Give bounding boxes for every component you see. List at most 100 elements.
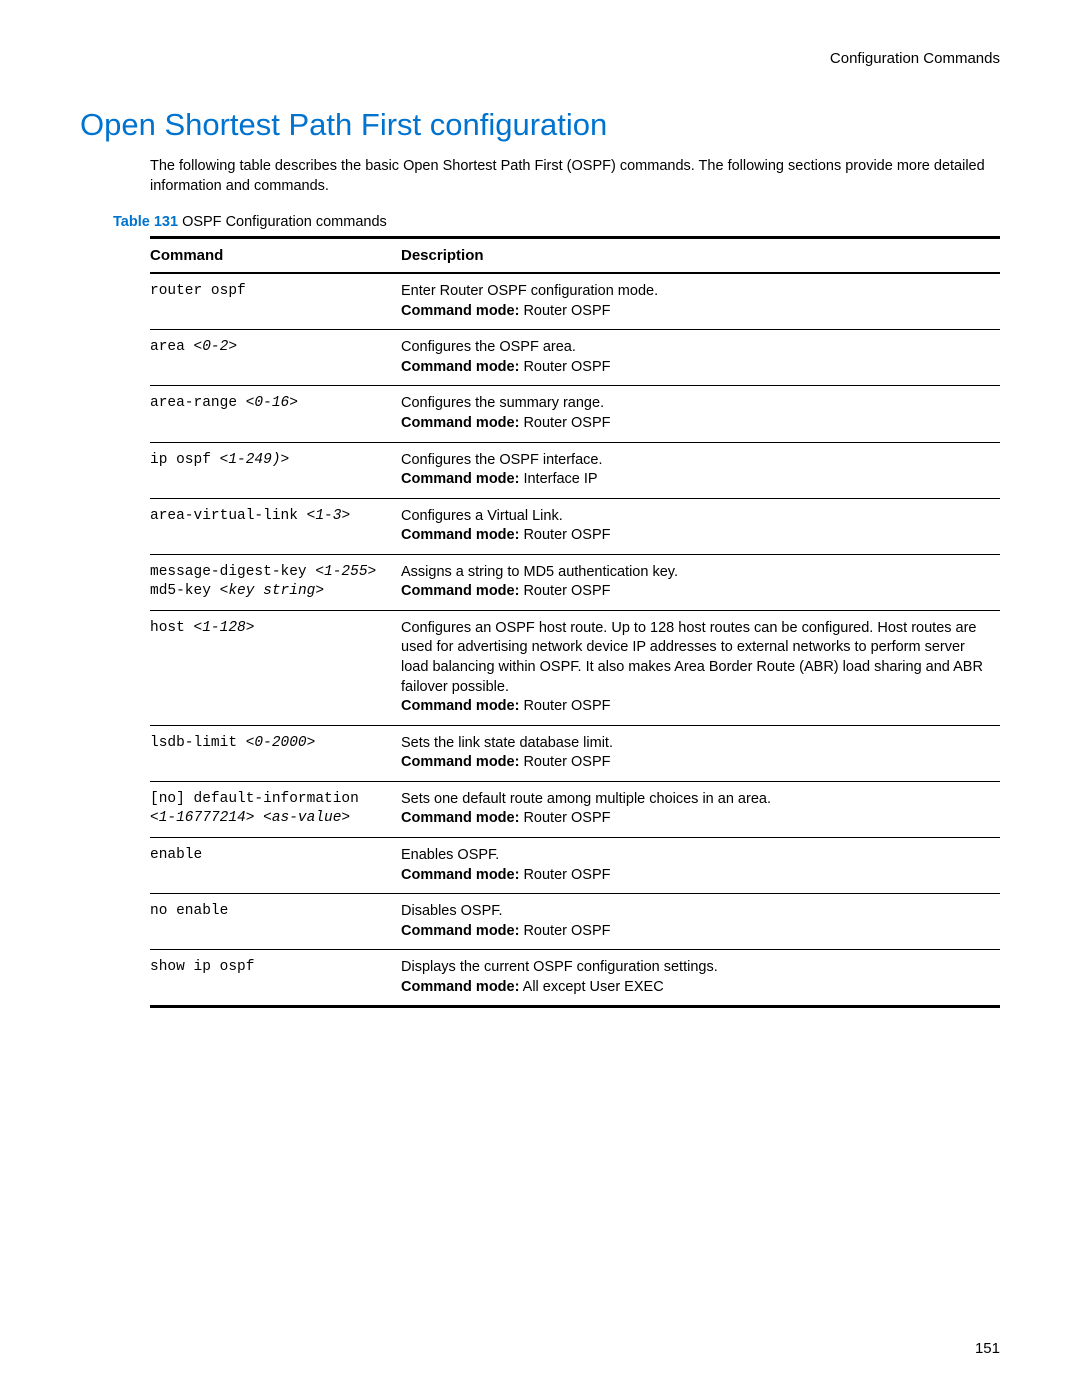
command-text: lsdb-limit [150,735,246,751]
command-text: area [150,339,194,355]
description-text: Enables OSPF. [401,846,994,866]
command-text: no enable [150,903,228,919]
command-arg: <0-2> [194,339,238,355]
description-cell: Disables OSPF.Command mode: Router OSPF [401,894,1000,950]
command-cell: show ip ospf [150,950,401,1007]
description-cell: Configures the OSPF area.Command mode: R… [401,330,1000,386]
command-mode-label: Command mode: [401,810,519,826]
command-arg: <1-128> [194,620,255,636]
command-mode-value: Router OSPF [519,867,610,883]
command-mode-line: Command mode: Router OSPF [401,526,994,546]
description-cell: Assigns a string to MD5 authentication k… [401,554,1000,610]
description-text: Sets the link state database limit. [401,734,994,754]
command-mode-line: Command mode: Router OSPF [401,922,994,942]
page-number: 151 [975,1340,1000,1357]
table-row: area-virtual-link <1-3> Configures a Virt… [150,498,1000,554]
command-cell: message-digest-key <1-255> md5-key <key … [150,554,401,610]
command-cell: area <0-2> [150,330,401,386]
command-arg: <1-255> [315,564,376,580]
description-cell: Enables OSPF.Command mode: Router OSPF [401,837,1000,893]
command-arg: <1-249)> [220,452,290,468]
table-row: ip ospf <1-249)>Configures the OSPF inte… [150,442,1000,498]
table-row: no enable Disables OSPF.Command mode: Rou… [150,894,1000,950]
command-text: md5-key [150,583,220,599]
command-cell: [no] default-information <1-16777214> <a… [150,781,401,837]
command-mode-line: Command mode: Router OSPF [401,358,994,378]
description-cell: Sets the link state database limit.Comma… [401,725,1000,781]
command-mode-label: Command mode: [401,359,519,375]
description-text: Assigns a string to MD5 authentication k… [401,563,994,583]
command-text: area-range [150,395,246,411]
page-container: Configuration Commands Open Shortest Pat… [0,0,1080,1397]
command-mode-label: Command mode: [401,754,519,770]
command-mode-label: Command mode: [401,471,519,487]
table-row: message-digest-key <1-255> md5-key <key … [150,554,1000,610]
command-cell: lsdb-limit <0-2000> [150,725,401,781]
command-mode-label: Command mode: [401,979,519,995]
description-text: Configures the OSPF interface. [401,451,994,471]
command-mode-value: Router OSPF [519,415,610,431]
command-mode-value: Router OSPF [519,527,610,543]
table-row: host <1-128>Configures an OSPF host rout… [150,610,1000,725]
command-text: message-digest-key [150,564,315,580]
description-text: Configures a Virtual Link. [401,507,994,527]
command-cell: area-range <0-16> [150,386,401,442]
command-arg: <1-16777214> <as-value> [150,810,350,826]
col-header-description: Description [401,238,1000,274]
command-mode-line: Command mode: Router OSPF [401,302,994,322]
command-mode-value: All except User EXEC [519,979,663,995]
command-mode-line: Command mode: Router OSPF [401,582,994,602]
command-text: [no] default-information [150,791,368,807]
command-mode-line: Command mode: Router OSPF [401,809,994,829]
command-cell: enable [150,837,401,893]
command-mode-line: Command mode: Interface IP [401,470,994,490]
intro-paragraph: The following table describes the basic … [150,157,1000,196]
page-title: Open Shortest Path First configuration [80,107,1000,143]
table-row: router ospf Enter Router OSPF configurati… [150,273,1000,330]
table-row: lsdb-limit <0-2000>Sets the link state d… [150,725,1000,781]
command-mode-value: Router OSPF [519,923,610,939]
command-mode-value: Router OSPF [519,754,610,770]
command-mode-value: Router OSPF [519,359,610,375]
command-text: enable [150,847,202,863]
command-text: ip ospf [150,452,220,468]
header-section-label: Configuration Commands [80,50,1000,67]
command-arg: <0-16> [246,395,298,411]
ospf-command-table: Command Description router ospfEnter Rou… [150,236,1000,1008]
table-label: Table 131 [113,214,178,230]
command-mode-value: Router OSPF [519,583,610,599]
command-arg: <0-2000> [246,735,316,751]
description-text: Sets one default route among multiple ch… [401,790,994,810]
description-text: Configures the OSPF area. [401,338,994,358]
description-cell: Sets one default route among multiple ch… [401,781,1000,837]
description-cell: Configures an OSPF host route. Up to 128… [401,610,1000,725]
table-row: show ip ospfDisplays the current OSPF co… [150,950,1000,1007]
table-caption: Table 131 OSPF Configuration commands [113,214,1000,230]
description-text: Configures the summary range. [401,394,994,414]
command-mode-line: Command mode: Router OSPF [401,414,994,434]
table-caption-text: OSPF Configuration commands [182,214,387,230]
table-row: [no] default-information <1-16777214> <a… [150,781,1000,837]
command-mode-label: Command mode: [401,303,519,319]
command-cell: no enable [150,894,401,950]
command-cell: host <1-128> [150,610,401,725]
command-arg: <key string> [220,583,324,599]
command-arg: <1-3> [307,508,351,524]
table-row: area <0-2>Configures the OSPF area.Comma… [150,330,1000,386]
description-cell: Enter Router OSPF configuration mode.Com… [401,273,1000,330]
command-cell: router ospf [150,273,401,330]
command-mode-label: Command mode: [401,923,519,939]
command-mode-label: Command mode: [401,415,519,431]
command-text: area-virtual-link [150,508,307,524]
description-text: Enter Router OSPF configuration mode. [401,282,994,302]
description-cell: Displays the current OSPF configuration … [401,950,1000,1007]
command-mode-value: Router OSPF [519,303,610,319]
command-mode-label: Command mode: [401,698,519,714]
command-cell: ip ospf <1-249)> [150,442,401,498]
command-mode-value: Router OSPF [519,698,610,714]
command-mode-line: Command mode: Router OSPF [401,753,994,773]
command-mode-value: Interface IP [519,471,597,487]
command-text: router ospf [150,283,246,299]
description-text: Displays the current OSPF configuration … [401,958,994,978]
command-text: host [150,620,194,636]
